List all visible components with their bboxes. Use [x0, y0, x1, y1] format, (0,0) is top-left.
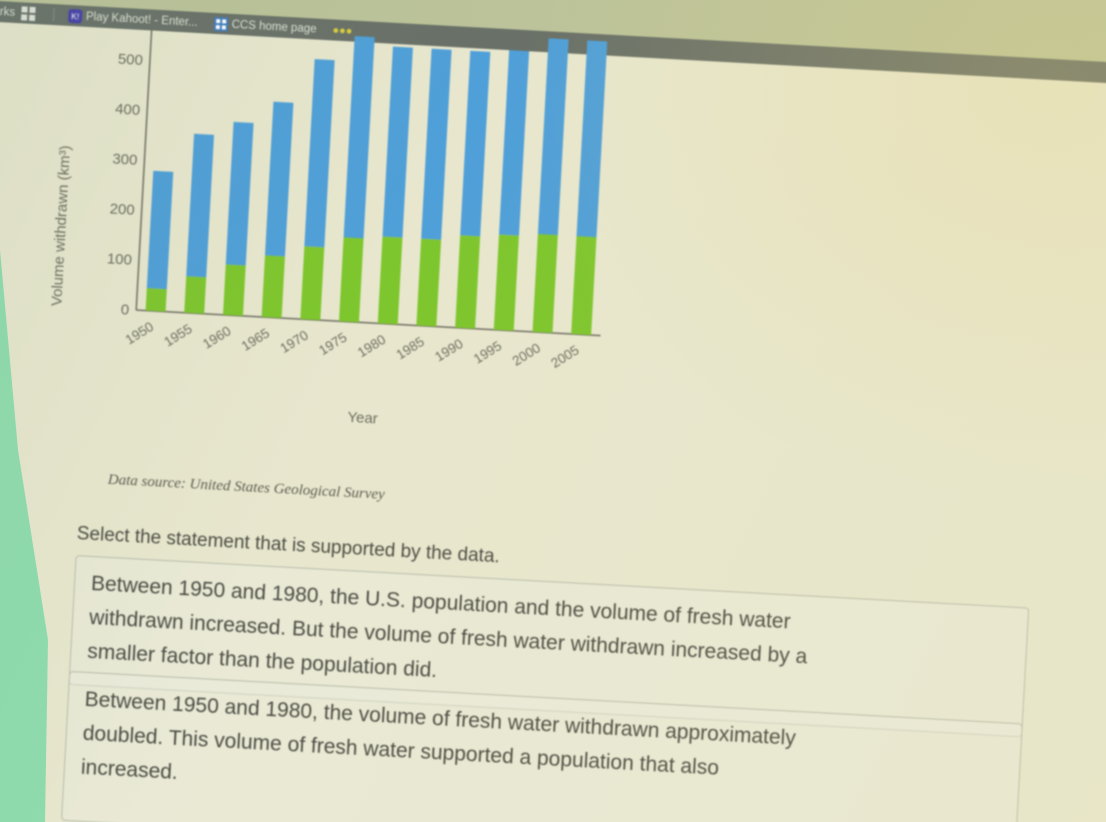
svg-text:1970: 1970 — [277, 327, 310, 356]
svg-text:1950: 1950 — [123, 319, 156, 348]
svg-text:400: 400 — [115, 101, 141, 119]
svg-text:200: 200 — [109, 200, 135, 218]
svg-text:500: 500 — [117, 51, 143, 69]
svg-text:300: 300 — [112, 151, 138, 169]
svg-text:Volume withdrawn (km³): Volume withdrawn (km³) — [48, 145, 74, 307]
svg-text:1955: 1955 — [161, 321, 194, 350]
svg-text:1965: 1965 — [239, 325, 272, 354]
svg-text:1995: 1995 — [471, 338, 504, 367]
svg-text:2005: 2005 — [548, 342, 581, 371]
svg-text:1985: 1985 — [394, 334, 427, 363]
svg-text:Year: Year — [347, 409, 378, 428]
svg-text:1960: 1960 — [200, 323, 233, 352]
svg-text:0: 0 — [120, 301, 129, 318]
svg-text:1980: 1980 — [355, 332, 388, 361]
svg-text:1990: 1990 — [432, 336, 465, 365]
svg-text:100: 100 — [106, 250, 132, 268]
svg-text:2000: 2000 — [510, 340, 543, 369]
svg-text:1975: 1975 — [316, 330, 349, 359]
